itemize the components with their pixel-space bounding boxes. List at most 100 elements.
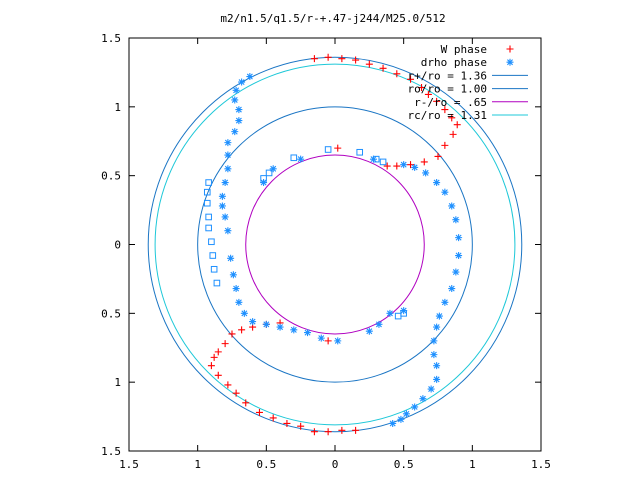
w-phase-point bbox=[242, 399, 250, 407]
w-phase-point bbox=[334, 144, 342, 152]
drho-phase-point bbox=[297, 155, 305, 163]
circles bbox=[147, 56, 523, 433]
drho-phase-point bbox=[227, 254, 235, 262]
drho-phase-point bbox=[224, 139, 232, 147]
y-tick-label: 1.5 bbox=[101, 32, 121, 45]
w-phase-point bbox=[338, 426, 346, 434]
w-phase-square-markers-point bbox=[324, 146, 332, 153]
w-phase-point bbox=[448, 114, 456, 122]
legend-label: r+/ro = 1.36 bbox=[408, 69, 487, 82]
w-phase-point bbox=[324, 428, 332, 436]
x-tick-label: 1 bbox=[194, 458, 201, 471]
drho-phase-point bbox=[389, 419, 397, 427]
w-phase-point bbox=[434, 152, 442, 160]
drho-phase-point bbox=[435, 312, 443, 320]
drho-phase-point bbox=[224, 227, 232, 235]
drho-phase-point bbox=[452, 268, 460, 276]
legend-label: r-/ro = .65 bbox=[414, 96, 487, 109]
drho-phase-point bbox=[235, 117, 243, 125]
legend-label: W phase bbox=[441, 43, 487, 56]
drho-phase-point bbox=[260, 179, 268, 187]
drho-phase-point bbox=[400, 161, 408, 169]
drho-phase-point bbox=[231, 96, 239, 104]
w-phase-square-markers-point bbox=[205, 224, 212, 232]
drho-phase-point bbox=[232, 86, 240, 94]
w-phase-point bbox=[338, 55, 346, 63]
drho-phase-point bbox=[276, 323, 284, 331]
axes: 1.5 1 0.5 0 0.5 1 1.51.510.500.511.5 bbox=[101, 32, 551, 471]
legend-label: ro/ro = 1.00 bbox=[408, 83, 487, 96]
w-phase-point bbox=[441, 106, 449, 114]
w-phase-square-markers-point bbox=[209, 252, 217, 259]
drho-phase-point bbox=[441, 188, 449, 196]
drho-phase-point bbox=[231, 128, 239, 136]
w-phase-point bbox=[393, 162, 401, 170]
w-phase-point bbox=[418, 84, 426, 92]
w-phase-point bbox=[214, 348, 222, 356]
drho-phase-point bbox=[411, 163, 419, 171]
w-phase-square-markers-point bbox=[372, 155, 380, 163]
drho-phase-point bbox=[365, 327, 373, 335]
w-phase-point bbox=[224, 381, 232, 389]
w-phase-point bbox=[441, 141, 449, 149]
w-phase-square-markers-point bbox=[210, 265, 218, 273]
circle-r--ro bbox=[245, 154, 425, 335]
drho-phase-point bbox=[433, 323, 441, 331]
w-phase-square-markers-point bbox=[213, 279, 221, 287]
w-phase-point bbox=[310, 428, 318, 436]
drho-phase-point bbox=[433, 375, 441, 383]
w-phase-point bbox=[269, 414, 277, 422]
w-phase-square-markers-point bbox=[203, 199, 211, 207]
drho-phase-point bbox=[433, 362, 441, 370]
drho-phase-point bbox=[455, 234, 463, 242]
drho-phase-point bbox=[455, 252, 463, 260]
drho-phase-point bbox=[452, 216, 460, 224]
drho-phase-point bbox=[290, 326, 298, 334]
w-phase-point bbox=[232, 389, 240, 397]
w-phase-point bbox=[424, 90, 432, 98]
w-phase-square-markers-point bbox=[208, 238, 215, 246]
drho-phase-point bbox=[232, 285, 240, 293]
drho-phase-point bbox=[235, 298, 243, 306]
w-phase-point bbox=[379, 64, 387, 72]
w-phase-point bbox=[238, 326, 246, 334]
drho-phase-point bbox=[317, 334, 325, 342]
w-phase-square-markers-point bbox=[265, 169, 273, 177]
w-phase-square-markers-point bbox=[290, 154, 298, 162]
w-phase-square-markers-point bbox=[203, 188, 211, 196]
drho-phase-point bbox=[246, 73, 254, 81]
drho-phase-point bbox=[224, 165, 232, 173]
legend-key bbox=[506, 45, 514, 53]
x-tick-label: 0 bbox=[332, 458, 339, 471]
drho-phase-point bbox=[430, 337, 438, 345]
drho-phase-point bbox=[448, 202, 456, 210]
drho-phase-point bbox=[218, 202, 226, 210]
w-phase-point bbox=[449, 130, 457, 138]
y-tick-label: 0.5 bbox=[101, 170, 121, 183]
drho-phase-point bbox=[229, 271, 237, 279]
legend-key bbox=[506, 58, 514, 66]
drho-phase-point bbox=[224, 151, 232, 159]
data-points bbox=[203, 53, 463, 436]
w-phase-square-markers-point bbox=[394, 312, 402, 320]
w-phase-point bbox=[228, 330, 236, 338]
w-phase-point bbox=[407, 75, 415, 83]
y-tick-label: 0 bbox=[114, 239, 121, 252]
circle-ro-ro bbox=[197, 106, 473, 383]
drho-phase-point bbox=[221, 213, 229, 221]
w-phase-point bbox=[207, 362, 215, 370]
legend-label: drho phase bbox=[421, 56, 487, 69]
drho-phase-point bbox=[218, 192, 226, 200]
drho-phase-point bbox=[402, 410, 410, 418]
w-phase-point bbox=[453, 121, 461, 129]
drho-phase-point bbox=[304, 329, 312, 337]
w-phase-point bbox=[324, 53, 332, 61]
drho-phase-point bbox=[441, 298, 449, 306]
y-tick-label: 1 bbox=[114, 101, 121, 114]
w-phase-point bbox=[255, 408, 263, 416]
drho-phase-point bbox=[386, 309, 394, 317]
x-tick-label: 1.5 bbox=[531, 458, 551, 471]
drho-phase-point bbox=[235, 106, 243, 114]
drho-phase-point bbox=[422, 169, 430, 177]
w-phase-point bbox=[393, 70, 401, 78]
